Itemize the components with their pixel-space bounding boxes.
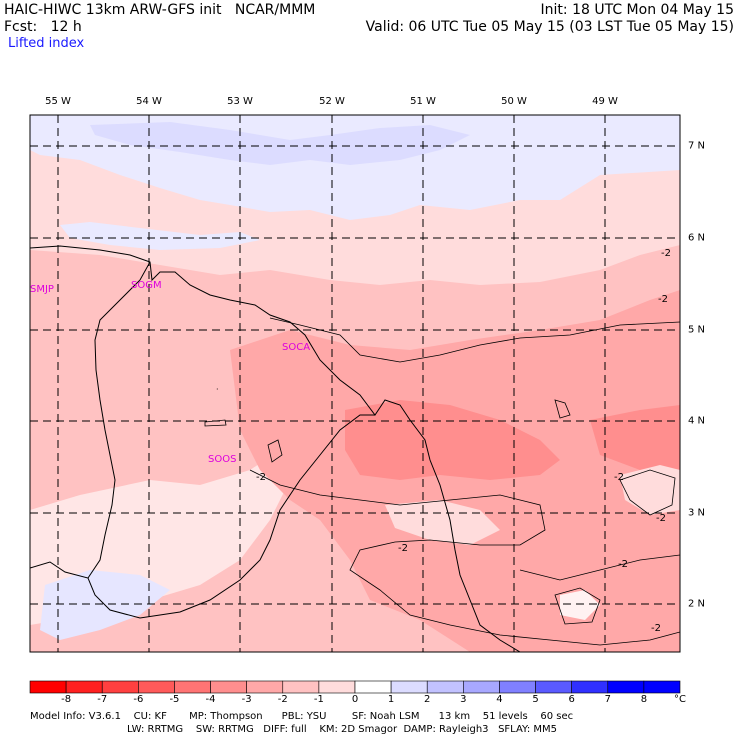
colorbar-swatch [29,680,67,694]
colorbar-swatch [607,680,645,694]
colorbar-swatch [390,680,428,694]
model-info-line1: Model Info: V3.6.1 CU: KF MP: Thompson P… [30,711,574,722]
colorbar-swatch [101,680,139,694]
lat-label: 7 N [688,140,706,152]
colorbar-tick-label: 8 [640,694,648,705]
station-label: SOOS [208,454,236,465]
lat-label: 3 N [688,507,706,519]
colorbar-tick-label: 0 [351,694,359,705]
colorbar-swatch [643,680,681,694]
colorbar-tick-label: -2 [277,694,288,705]
init-time: Init: 18 UTC Mon 04 May 15 [540,2,734,18]
colorbar-swatch [174,680,211,694]
coastline [30,245,521,652]
colorbar-swatch [318,680,356,694]
colorbar [29,680,681,694]
colorbar-tick-label: 4 [496,694,503,705]
contour-label: -2 [651,623,661,634]
lat-lon-grid [30,115,680,652]
contour-label: -2 [661,248,671,259]
lon-label: 49 W [592,96,618,107]
lon-label: 54 W [136,96,162,107]
shaded-field [30,115,680,652]
colorbar-tick-label: -1 [313,694,324,705]
colorbar-tick-label: 2 [424,694,431,705]
contour-label: -2 [614,472,624,483]
lat-label: 5 N [688,324,706,336]
colorbar-swatch [210,680,247,694]
colorbar-tick-label: -6 [133,694,144,705]
colorbar-tick-label: -7 [97,694,108,705]
colorbar-swatch [246,680,284,694]
colorbar-tick-label: -3 [241,694,252,705]
contour-label: -2 [656,513,666,524]
colorbar-swatch [499,680,536,694]
colorbar-swatch [65,680,103,694]
lon-label: 51 W [410,96,436,107]
lat-label: 6 N [688,232,706,244]
lon-label: 55 W [45,96,71,107]
colorbar-swatch [138,680,175,694]
map-frame [29,114,681,653]
colorbar-tick-label: 6 [568,694,575,705]
colorbar-tick-label: -8 [61,694,72,705]
colorbar-swatch [354,680,392,694]
colorbar-tick-label: -4 [205,694,216,705]
station-label: SOCA [282,342,310,353]
colorbar-tick-label: -5 [169,694,180,705]
colorbar-tick-label: 7 [604,694,611,705]
station-label: SMJP [30,284,54,295]
colorbar-swatch [535,680,572,694]
contour-lines [204,317,680,646]
model-title: HAIC-HIWC 13km ARW-GFS init NCAR/MMM [4,2,316,18]
lon-label: 53 W [227,96,253,107]
forecast-hour: Fcst: 12 h [4,19,82,35]
colorbar-swatch [282,680,320,694]
contour-label: -2 [658,294,668,305]
contour-label: -2 [398,543,408,554]
lon-label: 50 W [501,96,527,107]
svg-text:·: · [216,385,219,394]
colorbar-tick-label: 1 [387,694,395,705]
lat-label: 4 N [688,415,706,427]
colorbar-tick-label: 5 [532,694,539,705]
field-name: Lifted index [8,36,85,51]
valid-time: Valid: 06 UTC Tue 05 May 15 (03 LST Tue … [365,19,734,35]
colorbar-unit: °C [674,694,686,705]
model-info-line2: LW: RRTMG SW: RRTMG DIFF: full KM: 2D Sm… [127,724,557,735]
colorbar-swatch [571,680,609,694]
colorbar-swatch [426,680,464,694]
contour-label: -2 [256,472,266,483]
station-label: SOGM [131,280,162,291]
contour-label: -2 [618,559,628,570]
colorbar-swatch [463,680,500,694]
lon-label: 52 W [319,96,345,107]
colorbar-tick-label: 3 [460,694,467,705]
lat-label: 2 N [688,598,706,610]
